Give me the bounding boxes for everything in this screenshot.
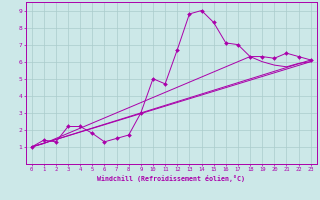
X-axis label: Windchill (Refroidissement éolien,°C): Windchill (Refroidissement éolien,°C) [97,175,245,182]
